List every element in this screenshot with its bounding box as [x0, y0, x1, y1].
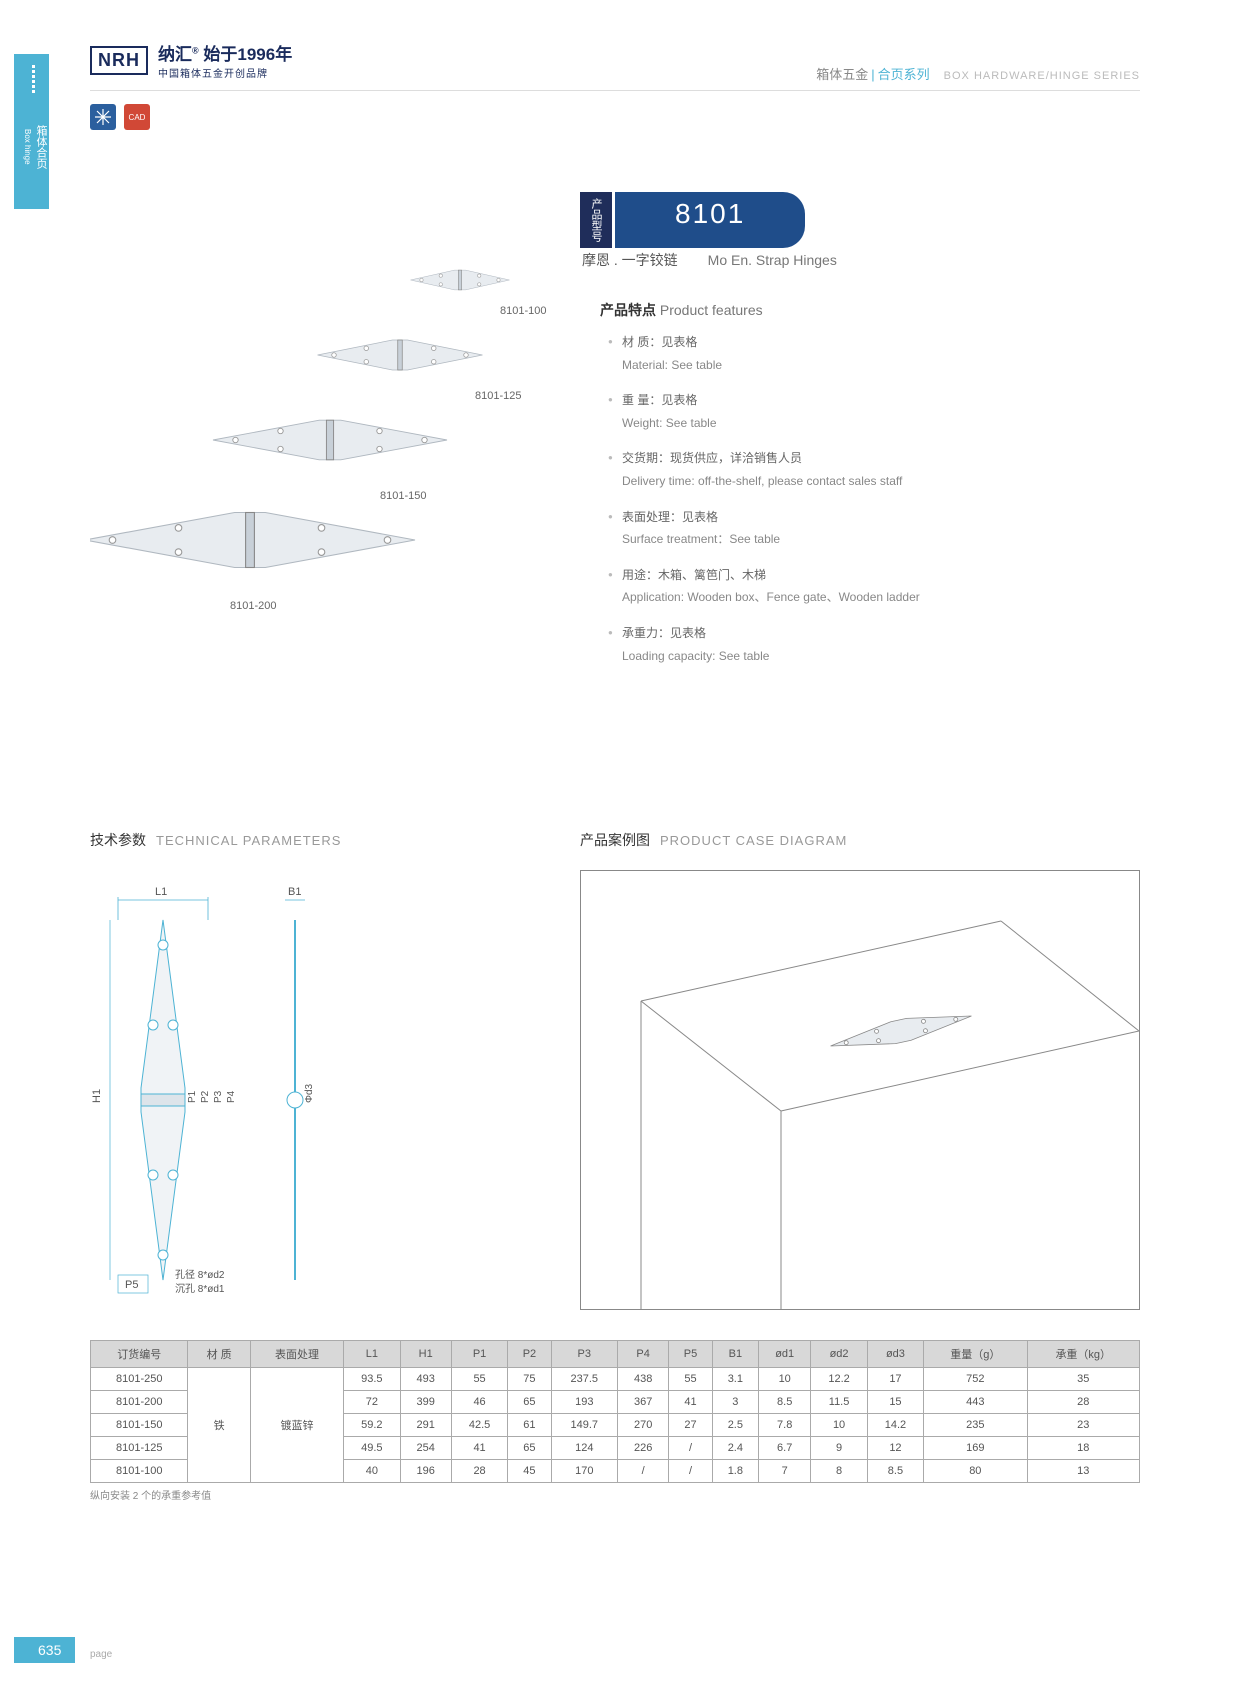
header-breadcrumb: 箱体五金|合页系列BOX HARDWARE/HINGE SERIES	[816, 64, 1140, 83]
table-header: 重量（g）	[924, 1341, 1027, 1368]
logo-mark: NRH	[90, 46, 148, 75]
tool-icon	[90, 104, 116, 130]
table-header: 承重（kg）	[1027, 1341, 1139, 1368]
table-header: H1	[400, 1341, 451, 1368]
side-tab-cn: 箱体合页	[35, 125, 47, 169]
product-name: 摩恩 . 一字铰链Mo En. Strap Hinges	[582, 250, 837, 270]
table-note: 纵向安装 2 个的承重参考值	[90, 1487, 1140, 1502]
case-diagram	[580, 870, 1140, 1310]
svg-text:B1: B1	[288, 886, 301, 898]
model-tag: 产品型号	[580, 192, 612, 248]
table-row: 8101-250铁镀蓝锌93.54935575237.5438553.11012…	[91, 1368, 1140, 1391]
tech-diagram: L1 B1 H1 P1 P2 P3 P4 Φd3 P5 孔径 8*ød2 沉孔 …	[90, 870, 430, 1310]
svg-text:L1: L1	[155, 886, 167, 898]
table-header: ød1	[759, 1341, 811, 1368]
svg-text:孔径 8*ød2: 孔径 8*ød2	[175, 1268, 225, 1281]
label-100: 8101-100	[500, 305, 547, 317]
label-200: 8101-200	[230, 600, 277, 612]
side-tab-en: Box hinge	[23, 129, 32, 165]
svg-text:P4: P4	[226, 1090, 237, 1103]
logo: NRH 纳汇® 始于1996年 中国箱体五金开创品牌	[90, 40, 292, 80]
svg-text:沉孔 8*ød1: 沉孔 8*ød1	[175, 1282, 225, 1295]
table-header: P5	[669, 1341, 712, 1368]
table-header: P1	[451, 1341, 507, 1368]
cad-icon: CAD	[124, 104, 150, 130]
icon-row: CAD	[90, 104, 150, 130]
table-header: 订货编号	[91, 1341, 188, 1368]
svg-text:P5: P5	[125, 1279, 138, 1291]
page-number: 635	[14, 1637, 75, 1663]
table-header: ød2	[811, 1341, 867, 1368]
features-title: 产品特点 Product features	[600, 300, 763, 320]
page-label: page	[90, 1649, 112, 1660]
features-list: 材 质：见表格Material: See table 重 量：见表格Weight…	[608, 332, 920, 681]
tech-title: 技术参数TECHNICAL PARAMETERS	[90, 830, 341, 850]
model-number: 8101	[612, 192, 805, 248]
table-header: 材 质	[188, 1341, 250, 1368]
table-header: P4	[617, 1341, 668, 1368]
product-image: 8101-100 8101-125 8101-150 8101-200	[90, 200, 550, 640]
spec-table: 订货编号材 质表面处理L1H1P1P2P3P4P5B1ød1ød2ød3重量（g…	[90, 1340, 1140, 1502]
model-badge: 产品型号 8101	[580, 192, 805, 248]
table-header: ød3	[867, 1341, 923, 1368]
svg-text:P2: P2	[200, 1090, 211, 1103]
table-header: L1	[344, 1341, 400, 1368]
side-tab: 箱体合页Box hinge	[14, 54, 49, 209]
table-header: B1	[712, 1341, 758, 1368]
svg-text:P3: P3	[213, 1090, 224, 1103]
table-header: P2	[508, 1341, 551, 1368]
table-header: P3	[551, 1341, 617, 1368]
svg-text:H1: H1	[91, 1089, 103, 1103]
svg-text:Φd3: Φd3	[304, 1083, 315, 1103]
label-150: 8101-150	[380, 490, 427, 502]
label-125: 8101-125	[475, 390, 522, 402]
table-header: 表面处理	[250, 1341, 343, 1368]
divider	[90, 90, 1140, 91]
svg-text:P1: P1	[187, 1090, 198, 1103]
case-title: 产品案例图PRODUCT CASE DIAGRAM	[580, 830, 847, 850]
